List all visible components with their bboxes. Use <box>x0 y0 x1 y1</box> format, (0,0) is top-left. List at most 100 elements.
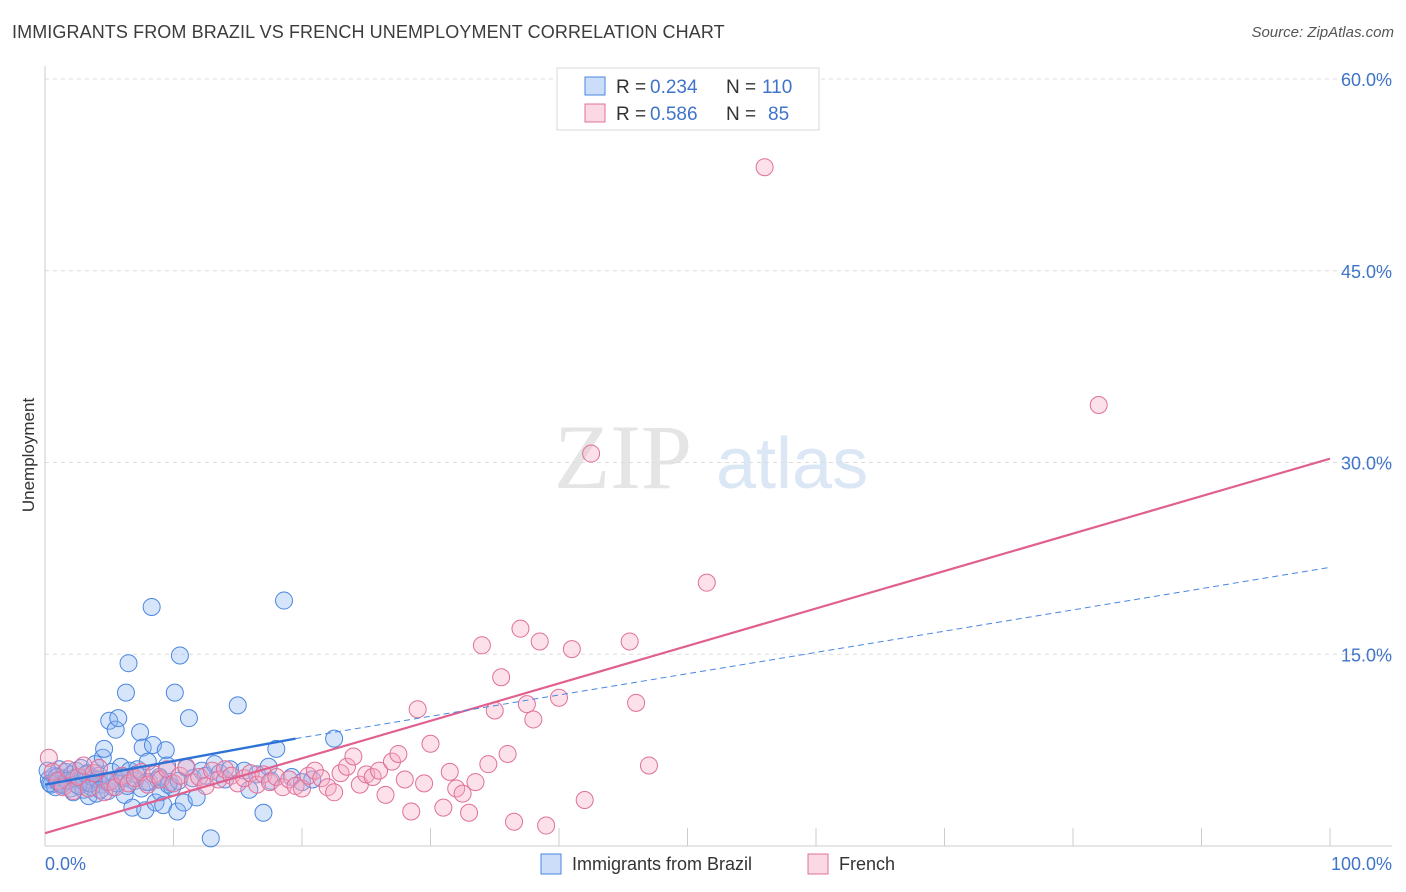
watermark-zip: ZIP <box>554 406 692 508</box>
brazil-point <box>221 760 240 779</box>
french-point <box>505 812 524 831</box>
brazil-point <box>168 802 187 821</box>
french-point <box>382 752 401 771</box>
french-point <box>408 700 427 719</box>
french-point <box>440 762 459 781</box>
y-axis-label: Unemployment <box>19 398 38 513</box>
french-point <box>421 734 440 753</box>
series-immigrants-from-brazil <box>38 591 344 848</box>
french-point <box>434 798 453 817</box>
french-point <box>273 778 292 797</box>
french-point <box>95 783 114 802</box>
brazil-trend-extension <box>295 566 1331 740</box>
legend-r-value-blue: 0.234 <box>650 77 698 98</box>
brazil-point <box>116 683 135 702</box>
french-point <box>43 762 62 781</box>
legend-n-label-blue: N = <box>726 77 756 98</box>
brazil-point <box>109 709 128 728</box>
trend-lines <box>44 457 1331 835</box>
watermark-atlas: atlas <box>716 424 868 504</box>
y-tick-label: 30.0% <box>1341 454 1392 474</box>
french-point <box>59 760 78 779</box>
french-point <box>395 770 414 789</box>
french-point <box>331 764 350 783</box>
brazil-point <box>106 720 125 739</box>
french-point <box>215 760 234 779</box>
brazil-point <box>267 739 286 758</box>
french-point <box>620 632 639 651</box>
french-point <box>370 761 389 780</box>
french-point <box>79 779 98 798</box>
legend-swatch-pink <box>584 103 606 123</box>
brazil-point <box>93 748 112 767</box>
tick-labels: 15.0% 30.0% 45.0% 60.0% 0.0% 100.0% <box>45 70 1392 874</box>
legend-swatch-blue <box>584 76 606 96</box>
french-point <box>305 761 324 780</box>
french-point <box>376 785 395 804</box>
french-point <box>402 802 421 821</box>
brazil-point <box>170 646 189 665</box>
french-point <box>498 744 517 763</box>
brazil-point <box>95 739 114 758</box>
french-point <box>389 744 408 763</box>
french-point <box>492 668 511 687</box>
series-french <box>39 158 1108 835</box>
brazil-point <box>179 709 198 728</box>
axes <box>44 66 1392 847</box>
french-point <box>280 770 299 789</box>
brazil-point <box>254 803 273 822</box>
french-point <box>89 759 108 778</box>
french-point <box>39 748 58 767</box>
french-point <box>524 710 543 729</box>
legend-r-label-blue: R = <box>616 77 646 98</box>
french-point <box>460 803 479 822</box>
brazil-point <box>325 729 344 748</box>
french-point <box>479 755 498 774</box>
french-point <box>755 158 774 177</box>
brazil-point <box>165 683 184 702</box>
french-point <box>639 756 658 775</box>
legend-label-french: French <box>839 854 895 874</box>
french-point <box>203 761 222 780</box>
french-point <box>575 790 594 809</box>
french-point <box>550 688 568 707</box>
legend-r-label-pink: R = <box>616 104 646 125</box>
french-point <box>466 773 485 792</box>
french-point <box>363 767 382 786</box>
french-point <box>562 640 581 659</box>
y-tick-label: 60.0% <box>1341 70 1392 90</box>
y-tick-label: 15.0% <box>1341 645 1392 665</box>
chart-title: IMMIGRANTS FROM BRAZIL VS FRENCH UNEMPLO… <box>12 22 725 42</box>
french-point <box>627 693 646 712</box>
french-point <box>344 747 363 766</box>
french-point <box>325 783 344 802</box>
brazil-point <box>201 829 220 848</box>
brazil-point <box>119 654 138 673</box>
brazil-point <box>131 723 150 742</box>
french-point <box>1089 395 1108 414</box>
french-point <box>312 769 331 788</box>
legend-r-value-pink: 0.586 <box>650 104 698 125</box>
legend-swatch-french <box>807 853 829 875</box>
french-point <box>537 816 556 835</box>
french-point <box>511 619 530 638</box>
x-tick-label-end: 100.0% <box>1331 854 1392 874</box>
brazil-point <box>133 738 152 757</box>
series-legend: Immigrants from Brazil French <box>540 853 895 875</box>
legend-swatch-brazil <box>540 853 562 875</box>
french-point <box>530 632 549 651</box>
legend-n-value-pink: 85 <box>768 104 789 125</box>
french-point <box>74 756 93 775</box>
brazil-trend-line <box>44 737 296 786</box>
legend-n-value-blue: 110 <box>762 77 792 98</box>
legend-n-label-pink: N = <box>726 104 756 125</box>
french-point <box>517 695 536 714</box>
brazil-point <box>275 591 294 610</box>
french-trend-line <box>44 457 1331 835</box>
french-point <box>697 573 716 592</box>
french-point <box>415 774 434 793</box>
y-tick-label: 45.0% <box>1341 262 1392 282</box>
french-point <box>337 757 356 776</box>
grid-lines <box>45 78 1392 655</box>
